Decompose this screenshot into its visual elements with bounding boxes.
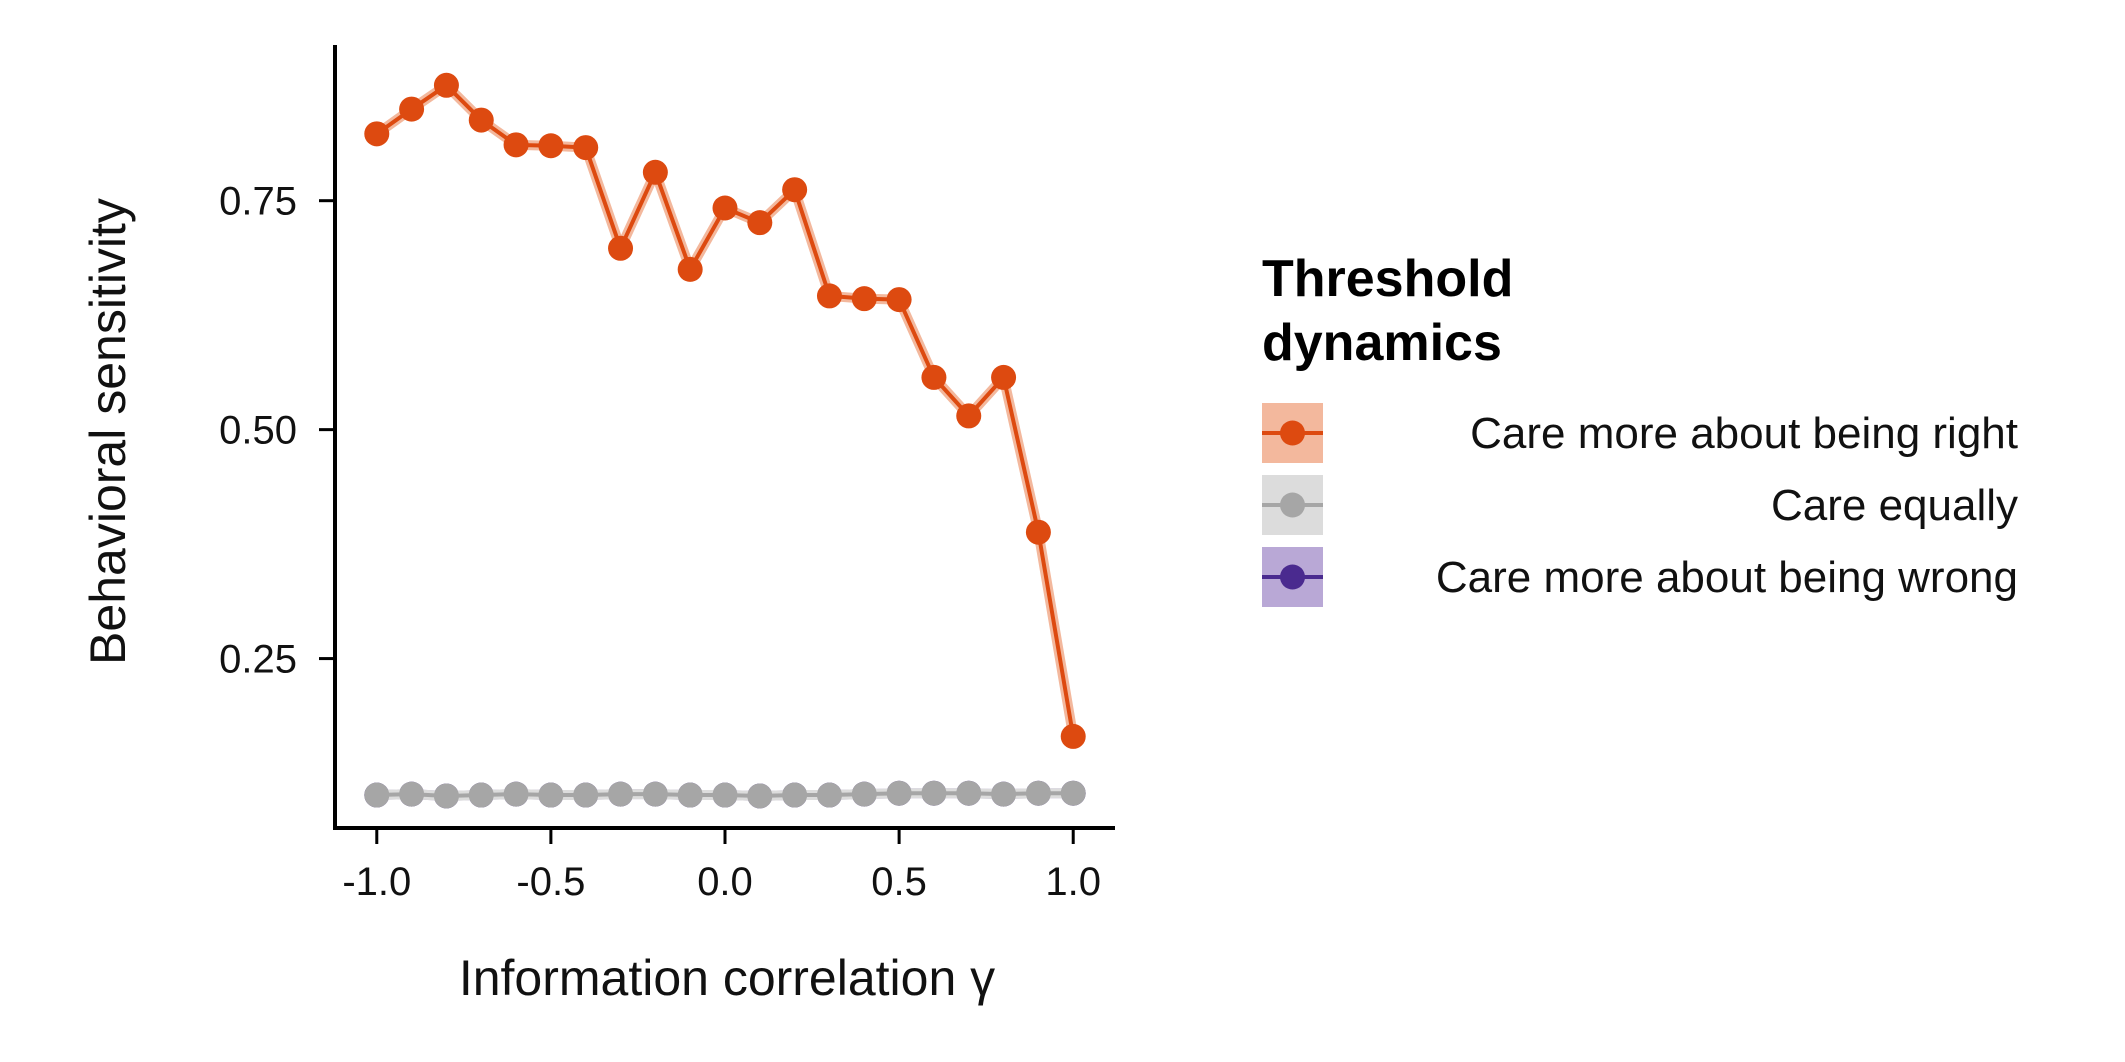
legend-items: Care more about being right Care equally C…: [1262, 403, 2018, 607]
data-point: [433, 783, 459, 809]
data-point: [921, 780, 947, 806]
data-point: [399, 96, 425, 122]
data-point: [399, 781, 425, 807]
legend-label: Care equally: [1771, 481, 2018, 530]
data-point: [573, 135, 599, 161]
data-point: [608, 235, 634, 261]
data-point: [573, 782, 599, 808]
x-tick-label: 1.0: [1045, 860, 1101, 904]
legend-marker: [1280, 420, 1305, 446]
x-axis-title: Information correlation γ: [459, 950, 995, 1006]
legend-title-line-1: Threshold: [1262, 250, 1513, 308]
data-point: [642, 159, 668, 185]
y-tick-label: 0.50: [219, 409, 297, 453]
data-point: [642, 781, 668, 807]
y-tick-label: 0.75: [219, 180, 297, 224]
data-point: [712, 195, 738, 221]
data-point: [886, 287, 912, 313]
data-point: [991, 364, 1017, 390]
data-point: [921, 364, 947, 390]
legend-marker: [1280, 564, 1305, 590]
data-point: [468, 107, 494, 133]
data-point: [677, 256, 703, 282]
data-point: [677, 782, 703, 808]
data-point: [1025, 780, 1051, 806]
series-layer: [364, 72, 1086, 809]
x-tick-label: 0.0: [697, 860, 753, 904]
data-point: [747, 210, 773, 236]
data-point: [816, 782, 842, 808]
data-point: [538, 133, 564, 159]
legend-marker: [1280, 492, 1305, 518]
legend-item: Care more about being wrong: [1262, 547, 2018, 607]
data-point: [468, 782, 494, 808]
data-point: [503, 781, 529, 807]
data-point: [782, 782, 808, 808]
data-point: [1060, 780, 1086, 806]
legend-item: Care equally: [1262, 475, 2018, 535]
data-point: [503, 132, 529, 158]
legend-label: Care more about being right: [1470, 409, 2018, 458]
data-point: [886, 780, 912, 806]
legend-label: Care more about being wrong: [1436, 553, 2018, 602]
data-point: [747, 783, 773, 809]
data-point: [816, 283, 842, 309]
x-tick-label: -0.5: [516, 860, 585, 904]
ticks: -1.0 -0.5 0.0 0.5 1.0 0.25 0.50 0.75: [219, 180, 1101, 904]
data-point: [956, 403, 982, 429]
series-2: [364, 72, 1086, 749]
data-point: [364, 782, 390, 808]
data-point: [433, 72, 459, 98]
x-tick-label: -1.0: [342, 860, 411, 904]
series-1: [364, 780, 1086, 809]
legend: Threshold dynamics Care more about being…: [1262, 250, 2018, 607]
data-point: [782, 177, 808, 203]
x-tick-label: 0.5: [871, 860, 927, 904]
axes: [333, 45, 1115, 830]
y-axis-title: Behavioral sensitivity: [80, 198, 136, 665]
data-point: [851, 781, 877, 807]
data-point: [1025, 519, 1051, 545]
data-point: [712, 782, 738, 808]
legend-title-line-2: dynamics: [1262, 314, 1502, 372]
data-point: [608, 781, 634, 807]
data-point: [851, 286, 877, 312]
legend-item: Care more about being right: [1262, 403, 2018, 463]
data-point: [364, 121, 390, 147]
data-point: [538, 782, 564, 808]
data-point: [956, 780, 982, 806]
data-point: [1060, 723, 1086, 749]
y-tick-label: 0.25: [219, 638, 297, 682]
data-point: [991, 781, 1017, 807]
